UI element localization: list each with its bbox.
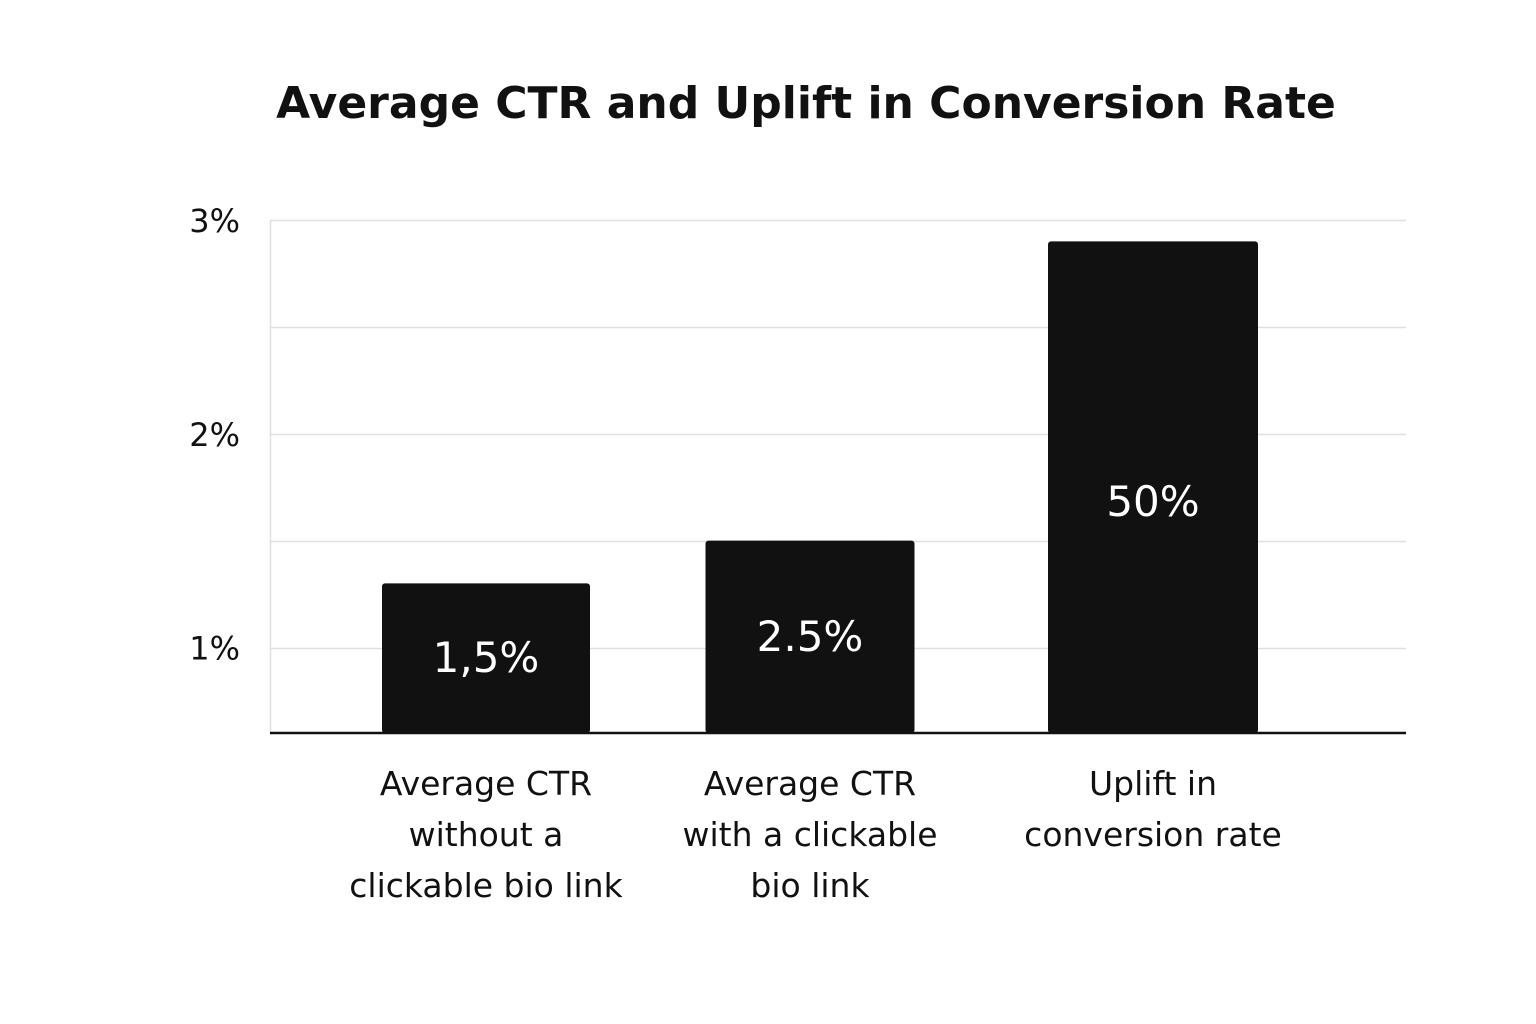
bar-value-label: 1,5% [433,633,540,682]
category-label-line: Uplift in [1089,764,1217,803]
category-label-line: clickable bio link [349,866,623,905]
y-tick-label: 2% [189,416,240,454]
category-label: Uplift in conversion rate [993,758,1313,860]
bar-value-label: 50% [1106,477,1199,526]
category-label-line: with a clickable [682,815,938,854]
chart-title: Average CTR and Uplift in Conversion Rat… [276,78,1336,129]
category-label-line: without a [408,815,564,854]
bar-value-label: 2.5% [757,612,864,661]
category-label: Average CTR without a clickable bio link [326,758,646,911]
y-tick-label: 3% [189,202,240,240]
category-label-line: Average CTR [703,764,917,803]
category-label: Average CTR with a clickable bio link [650,758,970,911]
category-label-line: bio link [750,866,870,905]
bar [1048,241,1258,733]
bars [382,241,1258,733]
y-tick-label: 1% [189,630,240,668]
bar [705,540,915,733]
bar [382,583,590,733]
category-label-line: conversion rate [1024,815,1282,854]
data-labels: 1,5% 2.5% 50% [433,477,1200,682]
category-label-line: Average CTR [379,764,593,803]
